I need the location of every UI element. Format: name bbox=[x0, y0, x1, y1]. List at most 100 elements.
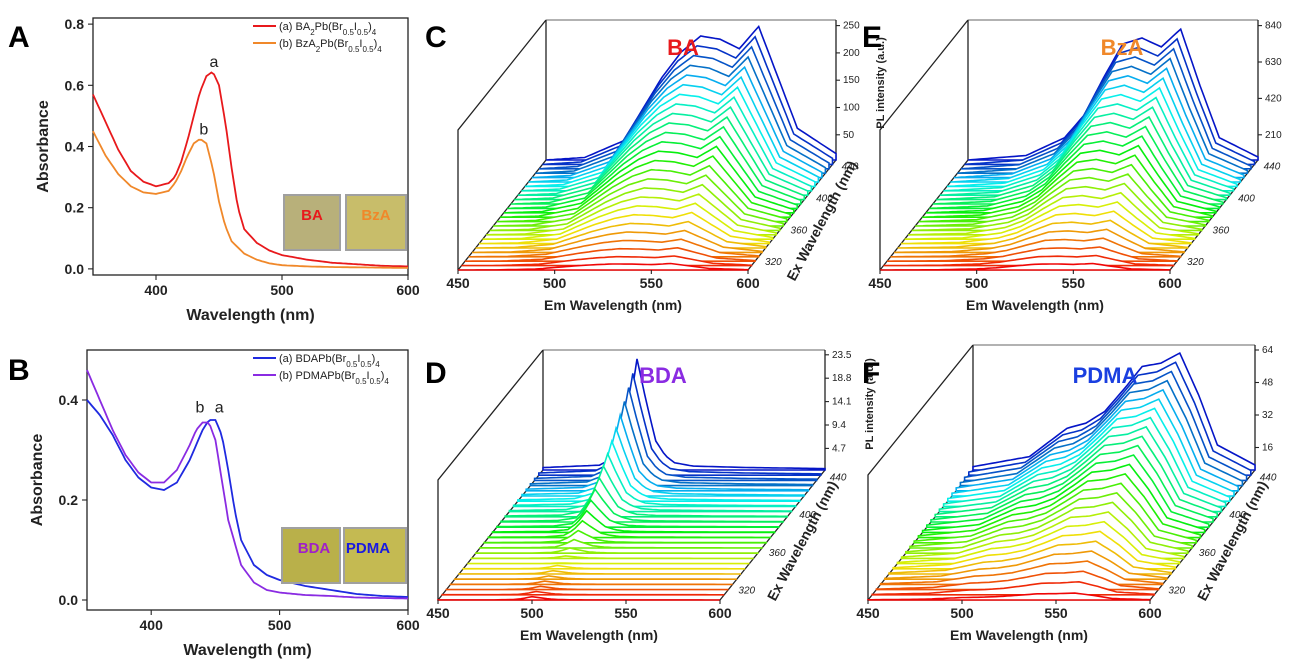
pl-spectrum-trace bbox=[533, 387, 818, 482]
x-tick-label: 600 bbox=[396, 617, 420, 633]
x-tick-label: 450 bbox=[446, 275, 470, 291]
x-axis-label: Em Wavelength (nm) bbox=[544, 297, 682, 313]
back-wall bbox=[879, 20, 969, 271]
series-line-b bbox=[92, 130, 409, 269]
pl-spectrum-trace bbox=[449, 580, 733, 586]
pl-spectrum-trace bbox=[470, 555, 754, 560]
pl-spectrum-trace bbox=[517, 438, 801, 502]
panel-title: BzA bbox=[1101, 35, 1144, 60]
film-photo-pdma bbox=[343, 527, 407, 584]
x-tick-label: 500 bbox=[270, 282, 294, 298]
z-tick-label: 200 bbox=[843, 48, 860, 59]
z-tick-label: 100 bbox=[843, 103, 860, 114]
panel-letter: F bbox=[862, 357, 880, 390]
panel-title: BDA bbox=[639, 363, 687, 388]
film-photo-bda bbox=[281, 527, 341, 584]
z-axis-label: PL intensity (a.u.) bbox=[875, 37, 887, 129]
pl-spectrum-trace bbox=[445, 585, 729, 591]
y-tick-label: 0.4 bbox=[65, 139, 85, 155]
x-axis-label: Wavelength (nm) bbox=[183, 642, 311, 659]
x-tick-label: 550 bbox=[640, 275, 664, 291]
z-tick-label: 14.1 bbox=[832, 397, 852, 408]
side-wall bbox=[457, 19, 547, 270]
side-wall bbox=[879, 19, 969, 270]
depth-tick-label: 360 bbox=[791, 225, 808, 236]
depth-tick-label: 440 bbox=[1260, 473, 1277, 484]
z-tick-label: 32 bbox=[1262, 410, 1274, 421]
side-wall bbox=[437, 349, 544, 600]
z-tick-label: 420 bbox=[1265, 93, 1282, 104]
pl-spectrum-trace bbox=[437, 595, 720, 601]
series-line-a bbox=[86, 399, 409, 598]
x-axis-label: Wavelength (nm) bbox=[186, 307, 314, 324]
film-photo-bza bbox=[345, 194, 407, 251]
z-tick-label: 9.4 bbox=[832, 420, 846, 431]
z-axis-label: PL intensity (a.u.) bbox=[864, 358, 876, 450]
panel-b: 400 500 600 0.0 0.2 0.4 Wavelength (nm) Absorba… bbox=[8, 349, 420, 659]
panel-letter: D bbox=[425, 357, 447, 390]
x-tick-label: 450 bbox=[868, 275, 892, 291]
panel-letter: C bbox=[425, 21, 447, 54]
z-tick-label: 250 bbox=[843, 21, 860, 32]
depth-tick-label: 360 bbox=[769, 548, 786, 559]
pl-spectrum-trace bbox=[880, 262, 1171, 271]
z-tick-label: 64 bbox=[1262, 345, 1274, 356]
film-label-ba: BA bbox=[301, 207, 323, 224]
y-tick-label: 0.0 bbox=[59, 592, 79, 608]
y-tick-label: 0.4 bbox=[59, 392, 79, 408]
pl-spectrum-trace bbox=[512, 451, 797, 508]
depth-tick-label: 320 bbox=[765, 257, 782, 268]
film-photo-ba bbox=[283, 194, 341, 251]
x-tick-label: 600 bbox=[736, 275, 760, 291]
pl-spectrum-trace bbox=[542, 358, 826, 471]
depth-axis bbox=[719, 469, 826, 601]
peak-label-a: a bbox=[215, 400, 224, 417]
peak-label-b: b bbox=[196, 400, 205, 417]
panel-letter: E bbox=[862, 21, 882, 54]
pl-spectrum-trace bbox=[483, 529, 767, 544]
legend-entry: (b) BzA2Pb(Br0.5I0.5)4 bbox=[279, 38, 382, 54]
pl-spectrum-trace bbox=[491, 509, 776, 534]
panel-f: 450 500 550 600 320 360 400 440 16 32 48 64 Em Wavel… bbox=[856, 344, 1295, 643]
pl-spectrum-trace bbox=[538, 373, 822, 476]
pl-spectrum-trace bbox=[458, 262, 749, 271]
pl-spectrum-trace bbox=[500, 487, 784, 523]
x-tick-label: 600 bbox=[1158, 275, 1182, 291]
pl-spectrum-trace bbox=[496, 498, 780, 528]
pl-spectrum-trace bbox=[525, 412, 809, 492]
z-tick-label: 48 bbox=[1262, 378, 1274, 389]
x-tick-label: 450 bbox=[856, 605, 880, 621]
pl-spectrum-trace bbox=[508, 464, 793, 513]
legend-entry: (b) PDMAPb(Br0.5I0.5)4 bbox=[279, 370, 389, 386]
panel-c: 450 500 550 600 320 360 400 440 50 100 150 200 250 Em… bbox=[425, 19, 887, 313]
pl-spectrum-trace bbox=[521, 425, 805, 497]
x-tick-label: 500 bbox=[543, 275, 567, 291]
pl-spectrum-trace bbox=[462, 564, 746, 570]
y-axis-label: Absorbance bbox=[29, 434, 46, 527]
pl-spectrum-trace bbox=[479, 538, 763, 549]
x-tick-label: 600 bbox=[396, 282, 420, 298]
pl-spectrum-trace bbox=[458, 569, 741, 575]
pl-spectrum-trace bbox=[529, 401, 814, 487]
depth-tick-label: 400 bbox=[799, 510, 816, 521]
peak-label-a: a bbox=[210, 54, 219, 71]
panel-title: BA bbox=[667, 35, 699, 60]
legend-entry: (a) BDAPb(Br0.5I0.5)4 bbox=[279, 353, 380, 369]
z-tick-label: 16 bbox=[1262, 443, 1274, 454]
x-tick-label: 500 bbox=[965, 275, 989, 291]
series-line-b bbox=[86, 369, 408, 600]
depth-tick-label: 400 bbox=[816, 193, 833, 204]
y-tick-label: 0.0 bbox=[65, 261, 85, 277]
back-wall bbox=[437, 350, 544, 601]
x-axis-label: Em Wavelength (nm) bbox=[520, 627, 658, 643]
pl-spectrum-trace bbox=[441, 590, 725, 596]
film-label-bda: BDA bbox=[298, 540, 331, 557]
depth-tick-label: 400 bbox=[1229, 510, 1246, 521]
depth-tick-label: 360 bbox=[1213, 225, 1230, 236]
depth-tick-label: 440 bbox=[1264, 162, 1281, 173]
panel-letter: B bbox=[8, 354, 30, 387]
panel-e: 450 500 550 600 320 360 400 440 210 420 630 840 Em W… bbox=[862, 19, 1282, 313]
depth-tick-label: 320 bbox=[738, 586, 755, 597]
series-line-a bbox=[92, 71, 408, 268]
z-tick-label: 50 bbox=[843, 130, 855, 141]
